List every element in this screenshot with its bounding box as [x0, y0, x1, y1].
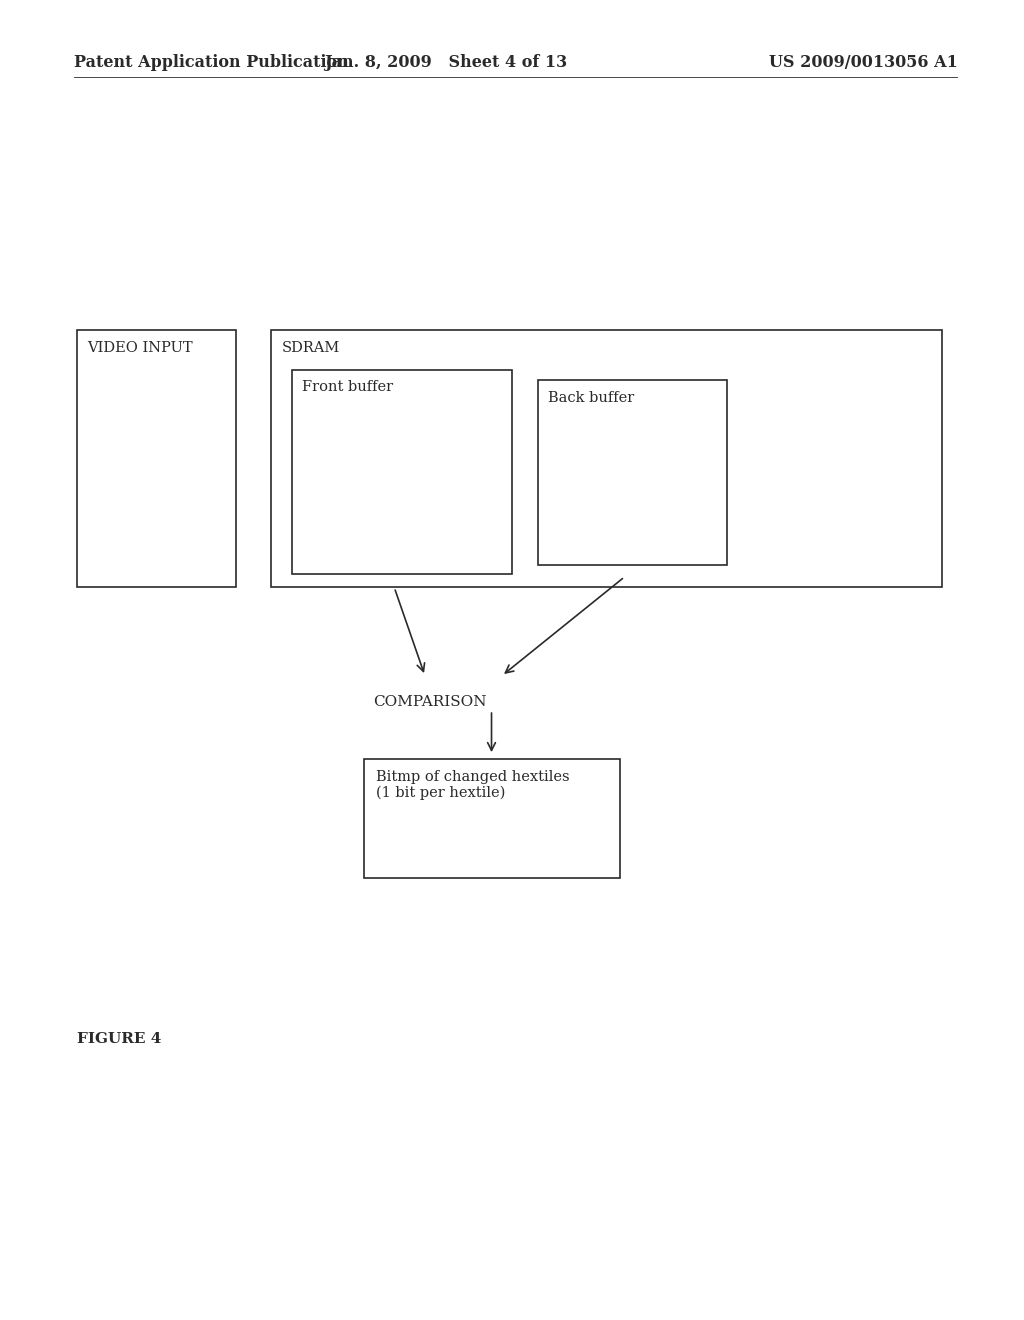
Text: VIDEO INPUT: VIDEO INPUT: [87, 341, 193, 355]
Bar: [364, 759, 620, 878]
Bar: [292, 370, 512, 574]
Bar: [271, 330, 942, 587]
Text: Jan. 8, 2009   Sheet 4 of 13: Jan. 8, 2009 Sheet 4 of 13: [324, 54, 567, 70]
Text: Back buffer: Back buffer: [548, 391, 634, 405]
Text: Front buffer: Front buffer: [302, 380, 393, 395]
Text: SDRAM: SDRAM: [282, 341, 340, 355]
Text: Bitmp of changed hextiles
(1 bit per hextile): Bitmp of changed hextiles (1 bit per hex…: [376, 770, 569, 800]
Text: FIGURE 4: FIGURE 4: [77, 1032, 161, 1045]
Text: Patent Application Publication: Patent Application Publication: [74, 54, 348, 70]
Bar: [77, 330, 236, 587]
Text: US 2009/0013056 A1: US 2009/0013056 A1: [769, 54, 957, 70]
Bar: [538, 380, 727, 565]
Text: COMPARISON: COMPARISON: [374, 696, 486, 709]
